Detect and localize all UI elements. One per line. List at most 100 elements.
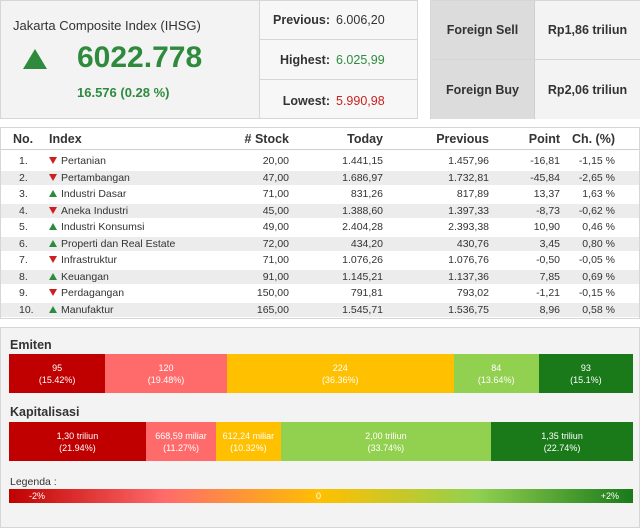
cell-change: 0,69 % [582, 270, 615, 283]
cell-previous: 430,76 [456, 237, 489, 250]
cell-today: 831,26 [350, 188, 383, 200]
cell-point: -8,73 [536, 204, 560, 217]
header-change: Ch. (%) [571, 132, 615, 146]
kapitalisasi-segment: 1,30 triliun (21.94%) [9, 422, 146, 461]
cell-previous: 2.393,38 [448, 221, 489, 233]
cell-stock: 47,00 [262, 171, 289, 184]
cell-point: -0,50 [536, 254, 560, 266]
cell-today: 1.388,60 [342, 204, 383, 217]
legend-title: Legenda : [10, 476, 57, 488]
segment-value: 93 [580, 362, 591, 373]
stat-label: Lowest: [282, 93, 330, 108]
table-row: 8. 91,00 1.145,21 1.137,36 7,85 0,69 % Keuanga… [1, 269, 639, 284]
cell-previous: 1.536,75 [448, 303, 489, 316]
cell-previous: 793,02 [456, 287, 489, 299]
triangle-up-icon [49, 305, 57, 313]
kapitalisasi-segment: 612,24 miliar (10.32%) [216, 422, 281, 461]
cell-no: 1. [19, 155, 28, 167]
segment-percent: (21.94%) [59, 442, 96, 453]
segment-value: 84 [491, 362, 502, 373]
header-today: Today [347, 132, 383, 146]
cell-point: -1,21 [536, 287, 560, 299]
cell-change: 0,46 % [582, 221, 615, 233]
table-header: No. Index # Stock Today Previous Point C… [1, 128, 639, 150]
cell-index-name: Keuangan [61, 270, 109, 283]
cell-index-name: Perdagangan [61, 287, 125, 299]
cell-no: 2. [19, 171, 28, 184]
cell-index-name: Industri Konsumsi [61, 221, 145, 233]
cell-stock: 45,00 [262, 204, 289, 217]
kapitalisasi-segment: 668,59 miliar (11.27%) [145, 422, 217, 461]
segment-percent: (19.48%) [147, 374, 185, 385]
legend-mid: 0 [316, 491, 322, 501]
table-row: 2. 47,00 1.686,97 1.732,81 -45,84 -2,65 % Pert… [1, 170, 639, 185]
segment-percent: (13.64%) [477, 374, 515, 385]
emiten-segment: 120 (19.48%) [105, 354, 227, 393]
segment-percent: (10.32%) [230, 442, 267, 453]
emiten-segment: 93 (15.1%) [538, 354, 633, 393]
table-row: 7. 71,00 1.076,26 1.076,76 -0,50 -0,05 % Infra… [1, 253, 639, 267]
cell-stock: 150,00 [256, 287, 289, 299]
cell-today: 2.404,28 [342, 221, 383, 233]
cell-no: 3. [19, 188, 28, 200]
legend-max: +2% [600, 491, 619, 501]
emiten-segment: 95 (15.42%) [9, 354, 106, 393]
emiten-title: Emiten [10, 338, 52, 352]
legend-min: -2% [29, 491, 46, 501]
cell-today: 434,20 [350, 237, 383, 250]
segment-value: 2,00 triliun [365, 430, 407, 441]
cell-no: 6. [19, 237, 28, 250]
cell-point: 13,37 [533, 188, 560, 200]
cell-previous: 1.457,96 [448, 155, 489, 167]
stat-label: Previous: [273, 13, 330, 27]
stat-value: 6.025,99 [336, 53, 385, 67]
index-panel: Jakarta Composite Index (IHSG) 6022.778 … [0, 0, 260, 119]
table-row: 6. 72,00 434,20 430,76 3,45 0,80 % Properti da… [1, 236, 639, 251]
cell-point: -16,81 [530, 155, 560, 167]
segment-value: 1,35 triliun [541, 430, 583, 441]
cell-change: -0,05 % [578, 254, 615, 266]
triangle-up-icon [49, 239, 57, 247]
index-title: Jakarta Composite Index (IHSG) [13, 18, 201, 33]
cell-point: 7,85 [539, 270, 560, 283]
segment-value: 668,59 miliar [155, 430, 207, 441]
cell-index-name: Manufaktur [61, 303, 114, 316]
segment-percent: (33.74%) [367, 442, 405, 453]
cell-change: 0,58 % [582, 303, 615, 316]
cell-change: 1,63 % [582, 188, 615, 200]
header-previous: Previous [436, 132, 489, 146]
segment-value: 120 [158, 362, 174, 373]
foreign-panel: Foreign Sell Rp1,86 triliun Foreign Buy … [430, 0, 640, 119]
stat-lowest: Lowest: 5.990,98 [260, 81, 417, 120]
cell-today: 1.441,15 [342, 155, 383, 167]
cell-previous: 1.732,81 [448, 171, 489, 184]
segment-percent: (11.27%) [163, 442, 199, 453]
kapitalisasi-bar: 1,30 triliun (21.94%) 668,59 miliar (11.27%… [9, 422, 634, 461]
cell-point: 8,96 [539, 303, 560, 316]
triangle-down-icon [49, 157, 57, 164]
triangle-down-icon [49, 173, 57, 181]
segment-percent: (22.74%) [543, 442, 581, 453]
cell-change: -0,15 % [578, 287, 615, 299]
cell-today: 791,81 [350, 287, 383, 299]
foreign-buy-label: Foreign Buy [431, 60, 535, 119]
segment-value: 1,30 triliun [56, 430, 99, 441]
header-index: Index [49, 132, 82, 146]
table-row: 5. 49,00 2.404,28 2.393,38 10,90 0,46 % Indust… [1, 220, 639, 234]
distribution-panel: Emiten 95 (15.42%) 120 (19.48%) 224 (36.36%) 8… [0, 327, 640, 528]
table-row: 3. 71,00 831,26 817,89 13,37 1,63 % Industri D… [1, 187, 639, 201]
cell-index-name: Properti dan Real Estate [61, 237, 176, 250]
stat-value: 6.006,20 [336, 13, 385, 27]
stat-previous: Previous: 6.006,20 [260, 1, 417, 40]
triangle-down-icon [49, 289, 57, 296]
cell-previous: 1.076,76 [448, 254, 489, 266]
cell-today: 1.686,97 [342, 171, 383, 184]
segment-value: 95 [52, 362, 63, 373]
legend-gradient: -2% 0 +2% [9, 489, 633, 503]
triangle-up-icon [49, 223, 57, 230]
foreign-sell-value: Rp1,86 triliun [535, 1, 640, 59]
segment-percent: (15.42%) [38, 374, 76, 385]
cell-index-name: Pertambangan [61, 171, 130, 184]
foreign-sell-label: Foreign Sell [431, 1, 535, 59]
cell-stock: 165,00 [256, 303, 289, 316]
